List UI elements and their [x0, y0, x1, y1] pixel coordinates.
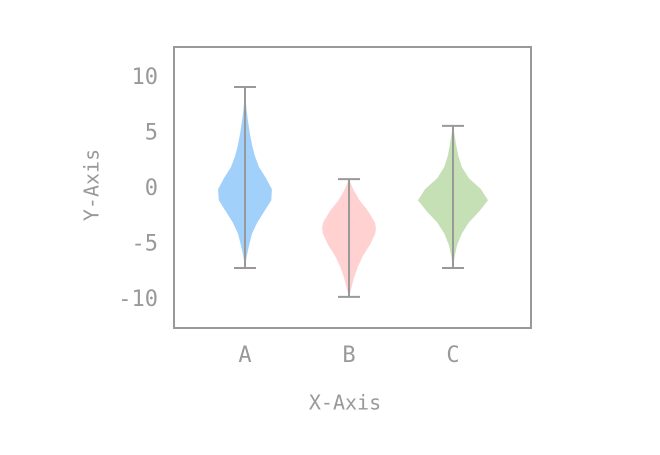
plot-frame [173, 46, 532, 329]
y-tick-label: 0 [145, 176, 158, 201]
y-tick-label: 5 [145, 121, 158, 146]
x-axis-label: X-Axis [309, 391, 381, 415]
y-tick-label: 10 [132, 65, 159, 90]
violin-half [418, 125, 453, 269]
y-tick-label: -10 [118, 287, 158, 312]
y-tick-label: -5 [132, 232, 159, 257]
x-tick-label: C [446, 343, 459, 368]
violin-half [453, 125, 488, 269]
violin-half [245, 87, 272, 268]
x-tick-label: B [342, 343, 355, 368]
x-tick-label: A [238, 343, 251, 368]
violin-half [322, 179, 349, 297]
violin-half [349, 179, 376, 297]
y-axis-label: Y-Axis [80, 149, 104, 221]
violin-half [218, 87, 245, 268]
